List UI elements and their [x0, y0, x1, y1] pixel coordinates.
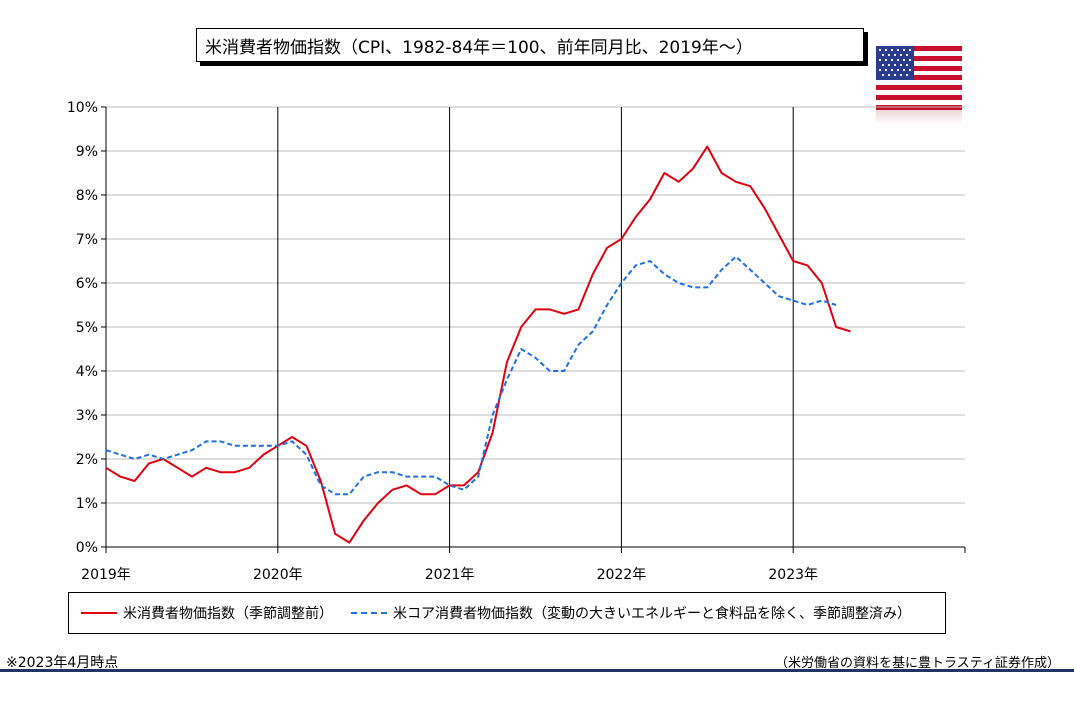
- flag-stars: [878, 48, 912, 77]
- y-tick-label: 9%: [76, 144, 98, 160]
- y-tick-label: 0%: [76, 540, 98, 556]
- cpi-headline-line: [105, 145, 851, 544]
- legend-label-core: 米コア消費者物価指数（変動の大きいエネルギーと食料品を除く、季節調整済み）: [393, 606, 911, 622]
- line-chart: 0% 1% 2% 3% 4% 5% 6% 7% 8% 9% 10% 2019年 2020年 2021年 20…: [67, 100, 966, 583]
- flag-reflection: [876, 110, 962, 124]
- source-note: （米労働省の資料を基に豊トラスティ証券作成）: [775, 656, 1060, 671]
- legend-swatch-headline: [81, 612, 117, 614]
- y-tick-label: 7%: [76, 232, 98, 248]
- x-tick-label: 2019年: [81, 567, 131, 583]
- y-tick-label: 4%: [76, 364, 98, 380]
- y-tick-label: 3%: [76, 408, 98, 424]
- x-tick-label: 2023年: [768, 567, 818, 583]
- y-tick-label: 1%: [76, 496, 98, 512]
- chart-legend: 米消費者物価指数（季節調整前） 米コア消費者物価指数（変動の大きいエネルギーと食…: [68, 592, 946, 634]
- y-tick-label: 5%: [76, 320, 98, 336]
- footer-bar: [0, 669, 1074, 672]
- legend-label-headline: 米消費者物価指数（季節調整前）: [123, 606, 333, 622]
- legend-swatch-core: [351, 612, 387, 614]
- x-tick-label: 2021年: [425, 567, 475, 583]
- y-tick-label: 2%: [76, 452, 98, 468]
- legend-item-headline: 米消費者物価指数（季節調整前）: [81, 603, 333, 623]
- chart-title: 米消費者物価指数（CPI、1982-84年＝100、前年同月比、2019年～）: [196, 28, 864, 62]
- y-tick-label: 10%: [67, 100, 98, 116]
- x-tick-label: 2022年: [597, 567, 647, 583]
- as-of-note: ※2023年4月時点: [6, 655, 119, 671]
- legend-item-core: 米コア消費者物価指数（変動の大きいエネルギーと食料品を除く、季節調整済み）: [351, 603, 911, 623]
- y-tick-label: 8%: [76, 188, 98, 204]
- y-tick-label: 6%: [76, 276, 98, 292]
- cpi-core-line: [105, 255, 837, 496]
- chart-title-text: 米消費者物価指数（CPI、1982-84年＝100、前年同月比、2019年～）: [205, 37, 753, 58]
- x-tick-label: 2020年: [253, 567, 303, 583]
